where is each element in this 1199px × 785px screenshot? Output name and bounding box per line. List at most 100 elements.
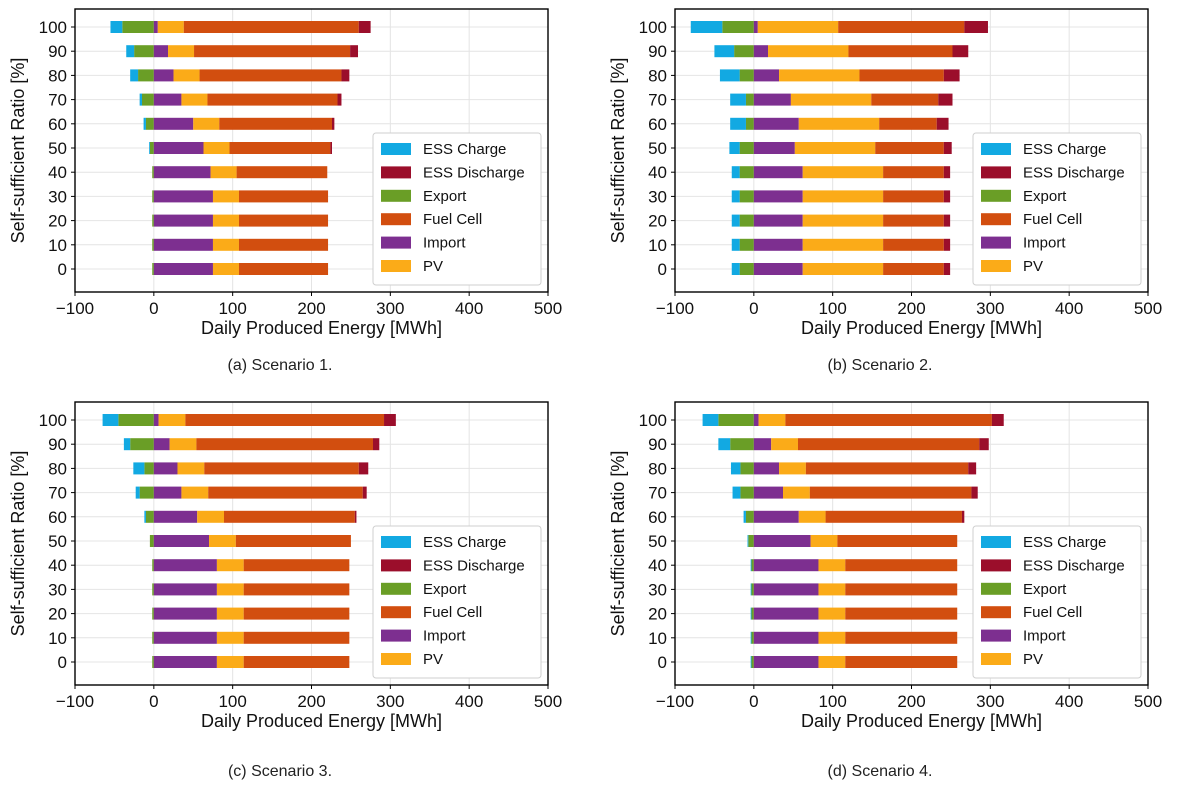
bar-segment	[212, 214, 239, 227]
legend-label: ESS Charge	[423, 141, 506, 158]
bar-segment	[207, 93, 338, 106]
bar-segment	[798, 117, 880, 130]
legend-label: PV	[1023, 651, 1043, 668]
x-tick-label: 500	[534, 299, 562, 318]
bar-segment	[362, 486, 367, 499]
bar-segment	[152, 263, 154, 275]
bar-segment	[143, 117, 146, 130]
bar-segment	[212, 263, 239, 275]
bar-segment	[802, 166, 884, 179]
bar-segment	[753, 656, 819, 668]
bar-segment	[144, 510, 146, 523]
bar-segment	[718, 414, 754, 426]
x-axis-label: Daily Produced Energy [MWh]	[201, 318, 442, 338]
legend-swatch	[381, 189, 411, 202]
chart-d: −100 0 100 200 300 400 500 0 10 20 30 40 50 60 70 80 90 1…	[608, 401, 1162, 731]
y-tick-label: 70	[648, 91, 667, 110]
legend-label: PV	[423, 651, 443, 668]
y-tick-label: 90	[648, 42, 667, 61]
bar-segment	[372, 438, 380, 451]
bar-segment	[753, 510, 799, 523]
bar-segment	[875, 142, 944, 154]
bar-segment	[152, 214, 154, 227]
y-tick-label: 20	[648, 212, 667, 231]
bar-segment	[350, 45, 359, 58]
bar-segment	[153, 559, 217, 572]
x-axis-label: Daily Produced Energy [MWh]	[801, 711, 1042, 731]
x-tick-label: 500	[1134, 692, 1162, 711]
x-tick-label: 300	[376, 692, 404, 711]
bar-segment	[753, 117, 799, 130]
bar-segment	[753, 45, 769, 58]
bar-segment	[153, 117, 194, 130]
legend-swatch	[981, 536, 1011, 548]
bar-segment	[718, 438, 731, 451]
bar-segment	[785, 414, 992, 426]
bar-segment	[149, 142, 150, 154]
bar-segment	[943, 69, 960, 82]
x-axis-label: Daily Produced Energy [MWh]	[801, 318, 1042, 338]
bar-segment	[750, 656, 752, 668]
bar-segment	[153, 583, 217, 596]
bar-segment	[810, 535, 838, 547]
y-tick-label: 60	[48, 115, 67, 134]
bar-segment	[384, 414, 396, 426]
bar-segment	[729, 142, 740, 154]
chart-panel-c: −100 0 100 200 300 400 500 0 10 20 30 40 50 60 70 80 90 1…	[0, 393, 600, 785]
x-tick-label: −100	[56, 299, 94, 318]
x-tick-label: 300	[976, 299, 1004, 318]
bar-segment	[739, 190, 754, 203]
bar-segment	[845, 656, 958, 668]
chart-panel-d: −100 0 100 200 300 400 500 0 10 20 30 40 50 60 70 80 90 1…	[600, 393, 1199, 785]
bar-segment	[883, 166, 944, 179]
bar-segment	[750, 631, 752, 644]
bar-segment	[745, 117, 754, 130]
bar-segment	[809, 486, 972, 499]
bar-segment	[152, 583, 154, 596]
y-tick-label: 50	[48, 532, 67, 551]
bar-segment	[771, 438, 798, 451]
y-axis-label: Self-sufficient Ratio [%]	[8, 58, 28, 244]
bar-segment	[731, 263, 740, 275]
bar-segment	[144, 462, 154, 475]
bar-segment	[149, 142, 154, 154]
bar-segment	[331, 117, 335, 130]
bar-segment	[753, 631, 819, 644]
bar-segment	[837, 535, 958, 547]
bar-segment	[153, 69, 174, 82]
chart-a: −100 0 100 200 300 400 500 0 10 20 30 40 50 60 70 80 90 1…	[8, 8, 562, 338]
bar-segment	[123, 438, 131, 451]
bar-segment	[797, 438, 980, 451]
bar-segment	[238, 238, 329, 251]
bar-segment	[753, 166, 803, 179]
legend-swatch	[981, 629, 1011, 642]
bar-segment	[818, 559, 846, 572]
bar-segment	[845, 631, 958, 644]
legend: ESS Charge ESS Discharge Export Fuel Cell Im…	[372, 525, 542, 679]
y-tick-label: 90	[648, 435, 667, 454]
legend-swatch	[381, 166, 411, 179]
legend-label: ESS Discharge	[1023, 557, 1125, 574]
bar-segment	[883, 214, 944, 227]
bar-segment	[753, 535, 811, 547]
bar-segment	[149, 535, 154, 547]
bar-segment	[126, 45, 135, 58]
bar-segment	[153, 414, 159, 426]
x-tick-label: −100	[56, 692, 94, 711]
legend-label: Fuel Cell	[1023, 604, 1082, 621]
bar-segment	[753, 414, 759, 426]
bar-segment	[779, 462, 806, 475]
bar-segment	[818, 656, 846, 668]
x-tick-label: −100	[656, 299, 694, 318]
y-tick-label: 20	[48, 212, 67, 231]
x-tick-label: 400	[1055, 692, 1083, 711]
bar-segment	[751, 631, 754, 644]
bar-segment	[768, 45, 849, 58]
x-tick-label: 200	[897, 692, 925, 711]
bar-segment	[753, 69, 780, 82]
bar-segment	[751, 559, 754, 572]
bar-segment	[883, 238, 944, 251]
y-tick-label: 100	[639, 18, 667, 37]
bar-segment	[818, 631, 846, 644]
x-axis-label: Daily Produced Energy [MWh]	[201, 711, 442, 731]
